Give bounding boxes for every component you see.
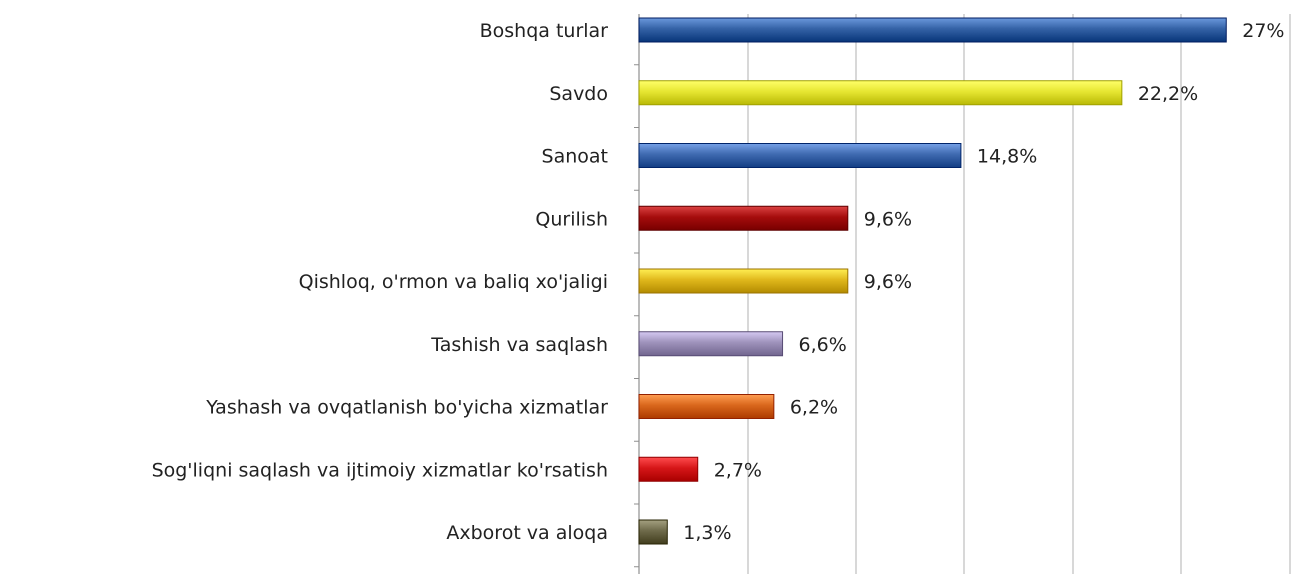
labels: Boshqa turlar 27% Savdo 22,2% Sanoat 14,8% Qur… [152,20,1285,544]
category-label: Boshqa turlar [480,20,609,42]
category-label: Qurilish [535,208,608,230]
category-label: Sanoat [542,146,608,168]
value-label: 2,7% [714,459,762,481]
value-label: 9,6% [864,208,912,230]
bar [638,331,784,357]
category-label: Qishloq, o'rmon va baliq xo'jaligi [299,271,608,293]
value-label: 14,8% [977,146,1037,168]
value-label: 6,2% [790,397,838,419]
value-label: 9,6% [864,271,912,293]
bar [638,456,699,482]
bar [638,519,668,545]
category-label: Savdo [549,83,608,105]
bar [638,80,1123,106]
category-axis [634,14,640,574]
bar [638,143,962,168]
category-label: Tashish va saqlash [430,334,608,356]
category-label: Axborot va aloqa [446,522,608,544]
bar [638,17,1227,43]
category-label: Yashash va ovqatlanish bo'yicha xizmatla… [205,397,608,419]
value-label: 6,6% [799,334,847,356]
bars [638,17,1227,545]
bar [638,205,849,231]
value-label: 27% [1242,20,1284,42]
value-label: 1,3% [683,522,731,544]
bar [638,394,775,419]
category-label: Sog'liqni saqlash va ijtimoiy xizmatlar … [152,459,608,481]
value-label: 22,2% [1138,83,1198,105]
gridlines [747,14,1291,574]
bar [638,268,849,294]
